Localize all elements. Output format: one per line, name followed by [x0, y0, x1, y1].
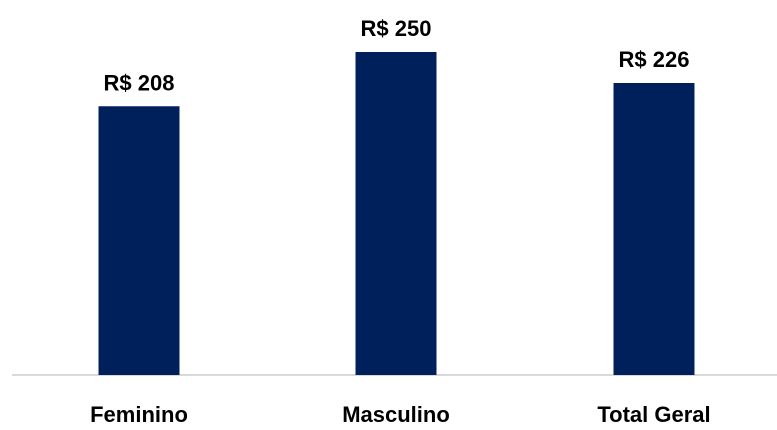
data-label: R$ 226	[619, 47, 690, 72]
x-tick-label: Masculino	[342, 402, 450, 425]
x-tick-label: Total Geral	[597, 402, 710, 425]
data-label: R$ 250	[361, 16, 432, 41]
bar-total-geral	[613, 83, 695, 376]
data-label: R$ 208	[104, 70, 175, 95]
bar-feminino	[98, 106, 180, 375]
bar-masculino	[355, 52, 437, 375]
x-tick-label: Feminino	[90, 402, 188, 425]
